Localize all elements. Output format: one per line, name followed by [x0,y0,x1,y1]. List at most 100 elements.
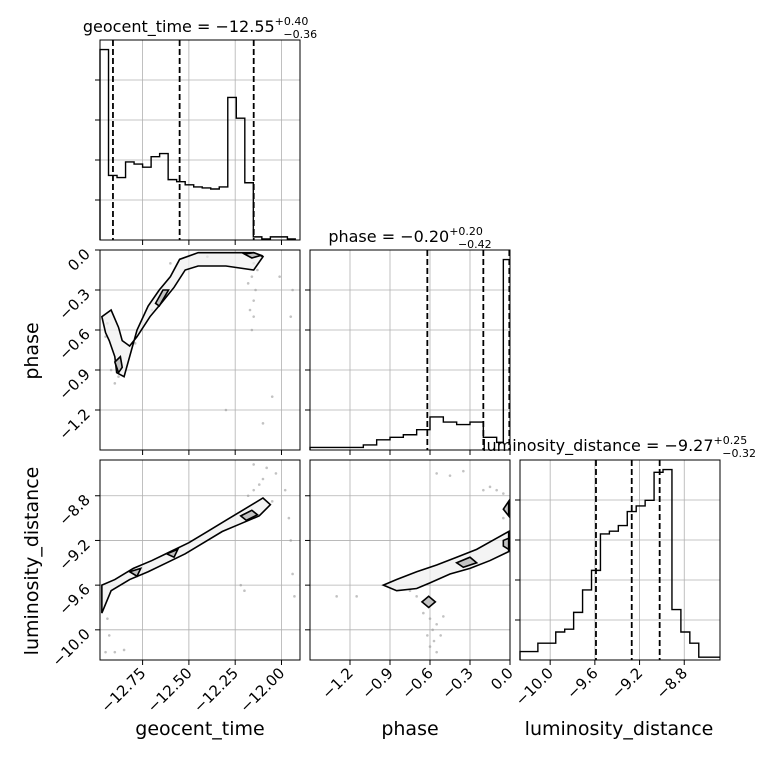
panel-phase-vs-luminosity_distance-sample-point [426,634,429,637]
panel-geocent_time-vs-luminosity_distance-frame [99,459,301,661]
panel-phase-vs-luminosity_distance-sample-point [495,488,498,492]
panel-geocent_time-vs-phase-sample-point [250,328,254,332]
panel-phase-vs-luminosity_distance-contour [420,595,437,609]
hist-geocent_time-frame [99,39,301,241]
panel-geocent_time-vs-luminosity_distance-sample-point [252,488,256,492]
panel-geocent_time-vs-phase-frame [99,249,301,451]
ylabel-phase: phase [21,322,43,379]
panel-geocent_time-vs-luminosity_distance-sample-point [291,572,294,576]
panel-geocent_time-vs-luminosity_distance-sample-point [252,463,256,466]
panel-phase-vs-luminosity_distance-sample-point [435,622,438,626]
xlabel-luminosity-distance: luminosity_distance [525,718,714,740]
panel-geocent_time-vs-phase-contour [100,251,265,378]
panel-geocent_time-vs-luminosity_distance-sample-point [104,650,107,654]
panel-phase-vs-luminosity_distance-sample-point [442,615,445,618]
ytick-label-luminosity_distance: −9.6 [55,580,93,618]
panel-geocent_time-vs-phase-sample-point [261,422,265,425]
xtick-label-geocent_time: −12.50 [144,664,196,716]
panel-phase-vs-luminosity_distance-contour [454,556,479,569]
panel-geocent_time-vs-luminosity_distance-sample-point [246,494,250,498]
ytick-label-phase: −1.2 [55,405,93,443]
panel-geocent_time-vs-phase-sample-point [270,395,274,398]
xlabel-geocent-time: geocent_time [135,718,264,740]
panel-geocent_time-vs-phase-sample-point [109,368,113,372]
panel-geocent_time-vs-luminosity_distance-sample-point [289,539,293,542]
hist-phase-frame [309,249,511,451]
xtick-label-phase: 0.0 [487,664,517,694]
panel-phase-vs-luminosity_distance-sample-point [435,650,438,654]
panel-geocent_time-vs-phase-sample-point [252,299,256,302]
hist-luminosity_distance-step [519,468,720,660]
panel-geocent_time-vs-phase-sample-point [133,342,137,345]
panel-phase-vs-luminosity_distance-sample-point [415,595,418,598]
ytick-label-phase: −0.6 [55,325,93,363]
panel-geocent_time-vs-phase-sample-point [169,262,172,265]
panel-geocent_time-vs-phase-sample-point [104,335,107,338]
panel-geocent_time-vs-luminosity_distance-sample-point [122,648,126,652]
panel-geocent_time-vs-phase-sample-point [278,275,281,278]
panel-geocent_time-vs-luminosity_distance-sample-point [270,500,274,503]
panel-phase-vs-luminosity_distance-sample-point [488,485,492,489]
panel-geocent_time-vs-luminosity_distance-sample-point [106,617,109,620]
panel-geocent_time-vs-phase-sample-point [254,288,257,292]
panel-phase-vs-luminosity_distance-sample-point [448,474,452,477]
ytick-label-luminosity_distance: −9.2 [55,536,93,574]
xtick-label-geocent_time: −12.00 [236,664,288,716]
xtick-label-luminosity_distance: −9.6 [563,664,601,702]
xtick-label-phase: −0.3 [438,664,476,702]
panel-phase-vs-luminosity_distance-sample-point [439,634,442,637]
xtick-label-luminosity_distance: −10.0 [512,664,557,709]
hist-geocent_time-step [99,48,296,240]
panel-phase-vs-luminosity_distance-sample-point [335,595,338,598]
panel-geocent_time-vs-luminosity_distance-contour [127,567,143,578]
hist-phase-step [309,258,510,450]
xlabel-phase: phase [381,718,438,740]
panel-phase-vs-luminosity_distance-sample-point [502,492,505,495]
xtick-label-phase: −0.6 [398,664,436,702]
panel-phase-vs-luminosity_distance-sample-point [355,595,358,598]
panel-geocent_time-vs-phase-contour [241,251,264,259]
ytick-label-phase: −0.3 [55,285,93,323]
panel-geocent_time-vs-phase-sample-point [117,375,120,378]
panel-phase-vs-luminosity_distance-sample-point [432,639,436,643]
panel-geocent_time-vs-luminosity_distance-sample-point [239,583,243,587]
panel-phase-vs-luminosity_distance-sample-point [431,628,434,632]
xtick-label-geocent_time: −12.75 [97,664,149,716]
xtick-label-phase: −1.2 [318,664,356,702]
panel-geocent_time-vs-luminosity_distance-sample-point [287,516,291,520]
panel-geocent_time-vs-phase-sample-point [250,275,254,278]
panel-geocent_time-vs-luminosity_distance-sample-point [274,472,278,475]
panel-geocent_time-vs-luminosity_distance-sample-point [293,595,296,598]
title-luminosity-distance: luminosity_distance = −9.27+0.25 −0.32 [482,434,756,460]
ytick-label-phase: −0.9 [55,365,93,403]
panel-phase-vs-luminosity_distance-sample-point [435,472,438,475]
panel-geocent_time-vs-phase-sample-point [224,408,228,412]
panel-geocent_time-vs-phase-contour [154,289,170,308]
panel-geocent_time-vs-luminosity_distance-sample-point [243,589,246,593]
panel-geocent_time-vs-phase-sample-point [252,315,256,318]
ytick-label-luminosity_distance: −10.0 [49,625,94,670]
panel-phase-vs-luminosity_distance-sample-point [428,617,432,620]
panel-geocent_time-vs-phase-contour [113,355,124,375]
panel-phase-vs-luminosity_distance-sample-point [428,645,432,648]
panel-geocent_time-vs-phase-sample-point [291,288,294,292]
panel-geocent_time-vs-phase-sample-point [289,315,293,318]
panel-geocent_time-vs-luminosity_distance-sample-point [257,483,261,486]
panel-geocent_time-vs-luminosity_distance-sample-point [283,488,287,492]
panel-geocent_time-vs-luminosity_distance-contour [164,547,180,559]
panel-geocent_time-vs-luminosity_distance-sample-point [261,477,265,481]
panel-geocent_time-vs-phase-sample-point [246,282,250,285]
panel-geocent_time-vs-luminosity_distance-sample-point [113,650,117,654]
panel-phase-vs-luminosity_distance-sample-point [462,469,465,473]
ylabel-luminosity-distance: luminosity_distance [21,467,43,656]
xtick-label-luminosity_distance: −9.2 [608,664,646,702]
panel-phase-vs-luminosity_distance-contour [502,498,510,519]
ytick-label-phase: 0.0 [64,245,94,275]
title-phase: phase = −0.20+0.20 −0.42 [328,225,491,251]
ytick-label-luminosity_distance: −8.8 [55,491,93,529]
panel-phase-vs-luminosity_distance-sample-point [422,611,425,615]
xtick-label-geocent_time: −12.25 [190,664,242,716]
title-geocent-time: geocent_time = −12.55+0.40 −0.36 [83,15,317,41]
panel-geocent_time-vs-phase-sample-point [248,308,252,312]
